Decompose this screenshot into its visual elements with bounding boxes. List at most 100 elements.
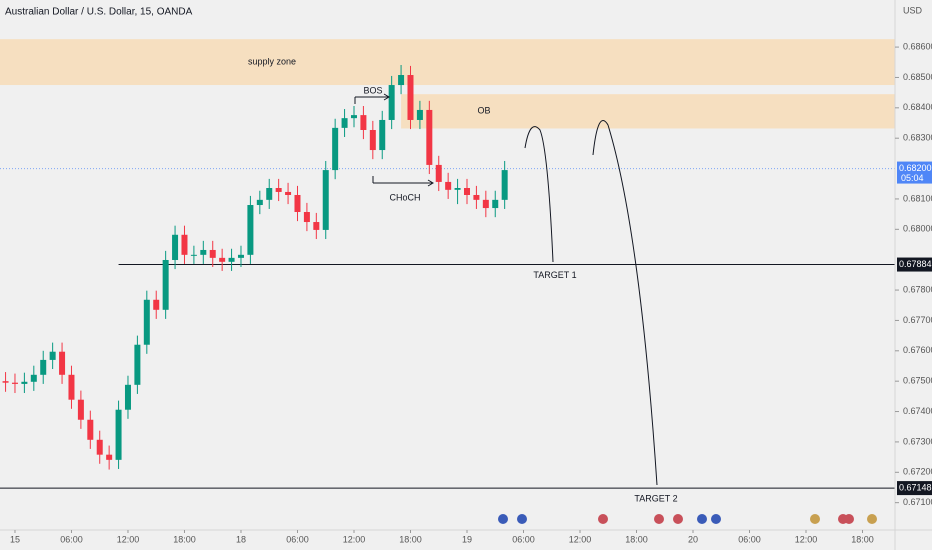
plot [0,64,895,489]
candle-body [501,170,508,200]
candle-body [228,257,235,262]
candle-body [388,85,395,120]
candle-body [322,170,329,230]
event-icon [711,514,721,524]
candle-body [115,409,122,460]
x-tick-label: 06:00 [512,534,535,544]
zone-label: supply zone [248,56,296,66]
current-price-box [897,161,932,184]
event-icon [697,514,707,524]
candle-body [416,109,423,120]
choch-label: CHoCH [389,192,420,202]
candle-body [11,382,18,384]
candle-body [96,439,103,455]
level-box [897,257,932,272]
x-tick-label: 18:00 [851,534,874,544]
candle-body [190,254,197,256]
x-tick-label: 18:00 [173,534,196,544]
zones [0,39,895,129]
level-label: TARGET 1 [533,270,576,280]
x-tick-label: 06:00 [738,534,761,544]
level-box [897,481,932,496]
candle-body [87,419,94,440]
candle-body [435,164,442,182]
candle-body [379,119,386,151]
candle-body [445,181,452,190]
candle-body [332,127,339,171]
level-value: 0.67884 [899,259,932,269]
candle-body [482,199,489,209]
bos-arrow [383,93,390,101]
x-tick-label: 18:00 [399,534,422,544]
candle-body [313,222,320,230]
event-icon [654,514,664,524]
zone [401,94,895,129]
event-icons [498,514,877,524]
zone-label: OB [477,106,490,116]
candle-body [303,212,310,223]
candle-body [49,351,56,360]
currency: USD [903,5,923,15]
candle-body [200,249,207,255]
x-tick-label: 12:00 [117,534,140,544]
candle-body [106,454,113,460]
candle-body [350,115,357,119]
candle-body [219,257,226,262]
event-icon [598,514,608,524]
y-tick-label: 0.67100 [903,497,932,507]
choch-arrow [427,179,434,187]
candle-body [285,191,292,195]
candle-body [181,234,188,255]
candle-body [21,381,28,384]
candle-body [407,75,414,120]
candle-body [40,359,47,375]
projection-2 [592,120,658,486]
candle-body [426,109,433,165]
candle-body [275,188,282,192]
candle-body [369,129,376,151]
level-label: TARGET 2 [634,493,677,503]
chart-title: Australian Dollar / U.S. Dollar, 15, OAN… [5,7,193,18]
candle-body [59,351,66,375]
candle-body [398,75,405,86]
level-value: 0.67148 [899,482,932,492]
candle-body [2,381,9,383]
candle-body [77,399,84,420]
bos-label: BOS [363,85,382,95]
candle-body [360,115,367,130]
event-icon [844,514,854,524]
x-tick-label: 15 [10,534,20,544]
candle-body [247,205,254,255]
candle-body [341,118,348,128]
projection-1 [524,126,554,263]
candle-body [209,249,216,258]
countdown: 05:04 [901,173,924,183]
x-tick-label: 12:00 [343,534,366,544]
candle-body [266,188,273,200]
x-tick-label: 19 [462,534,472,544]
candle-body [68,374,75,400]
zone [0,39,895,86]
current-price-label: 0.68200 [899,163,932,173]
candle-body [463,188,470,195]
x-tick-label: 18:00 [625,534,648,544]
event-icon [673,514,683,524]
x-tick-label: 18 [236,534,246,544]
candle-body [237,254,244,258]
